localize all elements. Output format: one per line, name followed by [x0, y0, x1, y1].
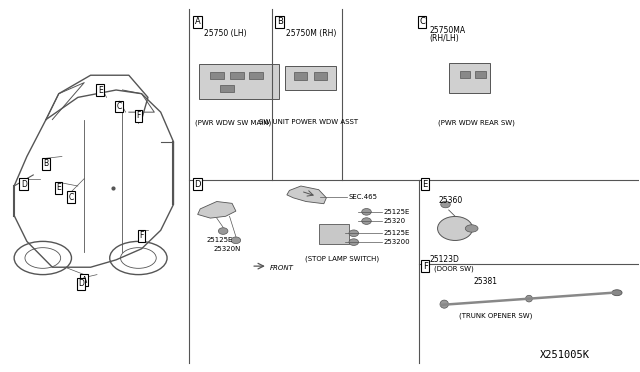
- Text: C: C: [69, 193, 74, 202]
- Ellipse shape: [362, 218, 371, 224]
- Ellipse shape: [349, 239, 358, 246]
- Text: 25320: 25320: [384, 218, 406, 224]
- Bar: [199, 64, 278, 99]
- Ellipse shape: [438, 217, 472, 240]
- Ellipse shape: [349, 230, 358, 237]
- Text: A: A: [82, 276, 87, 285]
- Bar: [220, 85, 234, 92]
- Text: B: B: [44, 159, 49, 169]
- Bar: [211, 72, 225, 79]
- Text: 25320N: 25320N: [214, 246, 241, 252]
- Text: SEC.465: SEC.465: [348, 194, 377, 200]
- Text: 25381: 25381: [474, 277, 498, 286]
- Text: (PWR WDW REAR SW): (PWR WDW REAR SW): [438, 119, 515, 126]
- Ellipse shape: [465, 225, 478, 232]
- Text: X251005K: X251005K: [540, 350, 590, 360]
- Bar: [319, 224, 349, 244]
- Text: 25125E: 25125E: [384, 230, 410, 236]
- Polygon shape: [287, 186, 326, 204]
- Text: F: F: [136, 111, 141, 121]
- Text: 25750 (LH): 25750 (LH): [204, 29, 246, 38]
- Text: (RH/LH): (RH/LH): [429, 34, 460, 43]
- Text: (STOP LAMP SWITCH): (STOP LAMP SWITCH): [305, 256, 380, 262]
- Text: E: E: [56, 183, 61, 192]
- Text: FRONT: FRONT: [270, 265, 294, 271]
- Text: 25125E: 25125E: [207, 237, 233, 243]
- Circle shape: [612, 290, 622, 296]
- Ellipse shape: [362, 209, 371, 215]
- Ellipse shape: [440, 300, 449, 308]
- Ellipse shape: [441, 201, 451, 208]
- Text: 253200: 253200: [384, 239, 410, 245]
- Bar: [475, 71, 486, 78]
- Text: C: C: [116, 102, 122, 111]
- Ellipse shape: [525, 295, 532, 302]
- Bar: [314, 71, 327, 80]
- Text: 25360: 25360: [438, 196, 463, 205]
- Text: B: B: [277, 17, 283, 26]
- Text: E: E: [98, 86, 102, 94]
- Bar: [285, 66, 336, 90]
- Bar: [248, 72, 262, 79]
- Text: C: C: [419, 17, 425, 26]
- Ellipse shape: [218, 228, 228, 234]
- Text: 25125E: 25125E: [384, 209, 410, 215]
- Text: 25750MA: 25750MA: [429, 26, 466, 35]
- Text: (TRUNK OPENER SW): (TRUNK OPENER SW): [458, 313, 532, 319]
- Bar: [230, 72, 244, 79]
- Text: F: F: [140, 231, 144, 240]
- Text: D: D: [20, 180, 27, 189]
- Bar: [449, 63, 490, 93]
- Text: 25750M (RH): 25750M (RH): [286, 29, 337, 38]
- Text: D: D: [195, 180, 201, 189]
- Bar: [460, 71, 470, 78]
- Text: (DOOR SW): (DOOR SW): [434, 266, 474, 272]
- Text: E: E: [422, 180, 428, 189]
- Polygon shape: [198, 202, 236, 218]
- Text: A: A: [195, 17, 200, 26]
- Text: D: D: [78, 279, 84, 288]
- Text: SW UNIT POWER WDW ASST: SW UNIT POWER WDW ASST: [259, 119, 358, 125]
- Text: F: F: [422, 262, 428, 271]
- Bar: [294, 71, 307, 80]
- Text: (PWR WDW SW MAIN): (PWR WDW SW MAIN): [195, 119, 271, 126]
- Text: 25123D: 25123D: [429, 255, 459, 264]
- Ellipse shape: [231, 237, 241, 244]
